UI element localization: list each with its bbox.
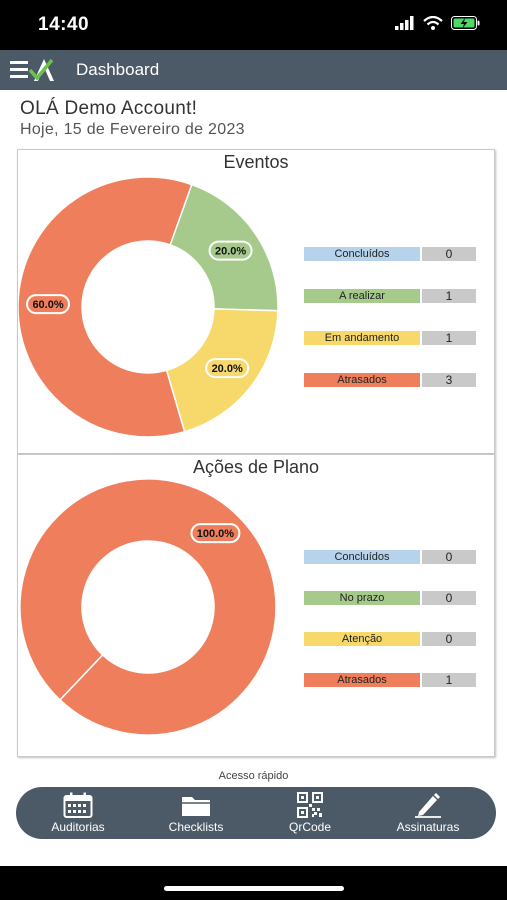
quick-checklists-button[interactable]: Checklists [146, 792, 246, 836]
legend-value: 0 [422, 591, 476, 605]
legend-row-a-realizar: A realizar 1 [304, 289, 476, 303]
acoes-title: Ações de Plano [192, 457, 320, 477]
legend-value: 3 [422, 373, 476, 387]
home-bar [0, 866, 507, 900]
date-line: Hoje, 15 de Fevereiro de 2023 [20, 121, 245, 138]
legend-label: Atrasados [304, 673, 420, 687]
status-time: 14:40 [38, 14, 90, 35]
legend-row-concluidos: Concluídos 0 [304, 550, 476, 564]
menu-logo-icon [10, 58, 54, 81]
pen-icon [415, 793, 441, 818]
legend-label: Atrasados [304, 373, 420, 387]
quick-item-label: QrCode [288, 820, 332, 834]
legend-value: 0 [422, 247, 476, 261]
main-content: OLÁ Demo Account! Hoje, 15 de Fevereiro … [0, 90, 507, 866]
legend-label: Em andamento [304, 331, 420, 345]
home-indicator[interactable] [164, 886, 344, 891]
percent-label-text: 20.0% [212, 363, 243, 375]
signal-icon [395, 16, 414, 30]
qrcode-icon [297, 792, 323, 818]
calendar-icon [63, 792, 93, 818]
menu-button[interactable] [8, 56, 58, 84]
donut-percent-label: 20.0% [205, 358, 250, 379]
legend-label: Concluídos [304, 247, 420, 261]
legend-label: Atenção [304, 632, 420, 646]
eventos-donut-chart: 20.0% 20.0% 60.0% [18, 176, 279, 438]
acoes-donut-chart: 100.0% [19, 478, 277, 736]
percent-label-pill [205, 358, 250, 379]
eventos-card: Eventos 20.0% 20.0% 60.0% Concluídos 0 A r… [17, 149, 495, 454]
legend-value: 1 [422, 673, 476, 687]
legend-value: 0 [422, 632, 476, 646]
quick-auditorias-button[interactable]: Auditorias [28, 792, 128, 836]
percent-label-text: 20.0% [215, 246, 246, 258]
legend-label: Concluídos [304, 550, 420, 564]
status-icons [395, 16, 481, 30]
quick-item-label: Assinaturas [396, 820, 460, 834]
quick-qrcode-button[interactable]: QrCode [260, 792, 360, 836]
legend-label: A realizar [304, 289, 420, 303]
donut-percent-label: 20.0% [208, 240, 253, 261]
status-bar: 14:40 [0, 0, 507, 50]
folder-icon [182, 797, 210, 816]
percent-label-pill [26, 294, 71, 315]
legend-label: No prazo [304, 591, 420, 605]
quick-access-bar: Auditorias Checklists [16, 787, 496, 839]
percent-label-pill [190, 523, 241, 544]
legend-row-no-prazo: No prazo 0 [304, 591, 476, 605]
percent-label-text: 60.0% [32, 299, 63, 311]
page-title: Dashboard [76, 60, 160, 79]
eventos-title: Eventos [223, 152, 289, 172]
donut-percent-label: 100.0% [190, 523, 241, 544]
donut-slice-atrasados [19, 478, 277, 736]
legend-row-concluidos: Concluídos 0 [304, 247, 476, 261]
quick-access-label: Acesso rápido [218, 770, 289, 782]
quick-assinaturas-button[interactable]: Assinaturas [378, 792, 478, 836]
greeting: OLÁ Demo Account! [20, 98, 198, 119]
legend-value: 1 [422, 331, 476, 345]
app-header: Dashboard [0, 50, 507, 90]
acoes-card: Ações de Plano 100.0% Concluídos 0 No pr… [17, 454, 495, 757]
legend-row-atrasados: Atrasados 3 [304, 373, 476, 387]
donut-percent-label: 60.0% [26, 294, 71, 315]
percent-label-text: 100.0% [197, 528, 235, 540]
quick-item-label: Auditorias [51, 820, 105, 834]
legend-row-atrasados: Atrasados 1 [304, 673, 476, 687]
battery-charging-icon [451, 16, 480, 30]
legend-value: 1 [422, 289, 476, 303]
wifi-icon [423, 16, 443, 30]
legend-value: 0 [422, 550, 476, 564]
quick-item-label: Checklists [168, 820, 224, 834]
legend-row-em-andamento: Em andamento 1 [304, 331, 476, 345]
legend-row-atencao: Atenção 0 [304, 632, 476, 646]
percent-label-pill [208, 240, 253, 261]
donut-slice-atrasados [18, 176, 193, 438]
